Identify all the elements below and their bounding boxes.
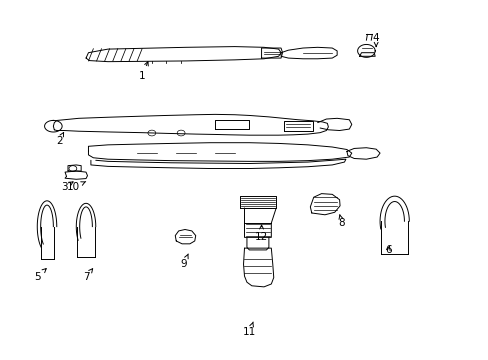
Text: 12: 12 <box>254 225 267 242</box>
Text: 6: 6 <box>384 245 391 255</box>
Text: 4: 4 <box>372 33 379 46</box>
Text: 9: 9 <box>180 254 188 269</box>
Text: 3: 3 <box>61 182 73 192</box>
Text: 11: 11 <box>242 322 256 337</box>
Text: 10: 10 <box>67 181 85 192</box>
Text: 1: 1 <box>139 62 148 81</box>
Text: 7: 7 <box>82 269 92 282</box>
Text: 5: 5 <box>34 269 46 282</box>
Text: 8: 8 <box>338 215 345 228</box>
Text: 2: 2 <box>56 132 63 145</box>
